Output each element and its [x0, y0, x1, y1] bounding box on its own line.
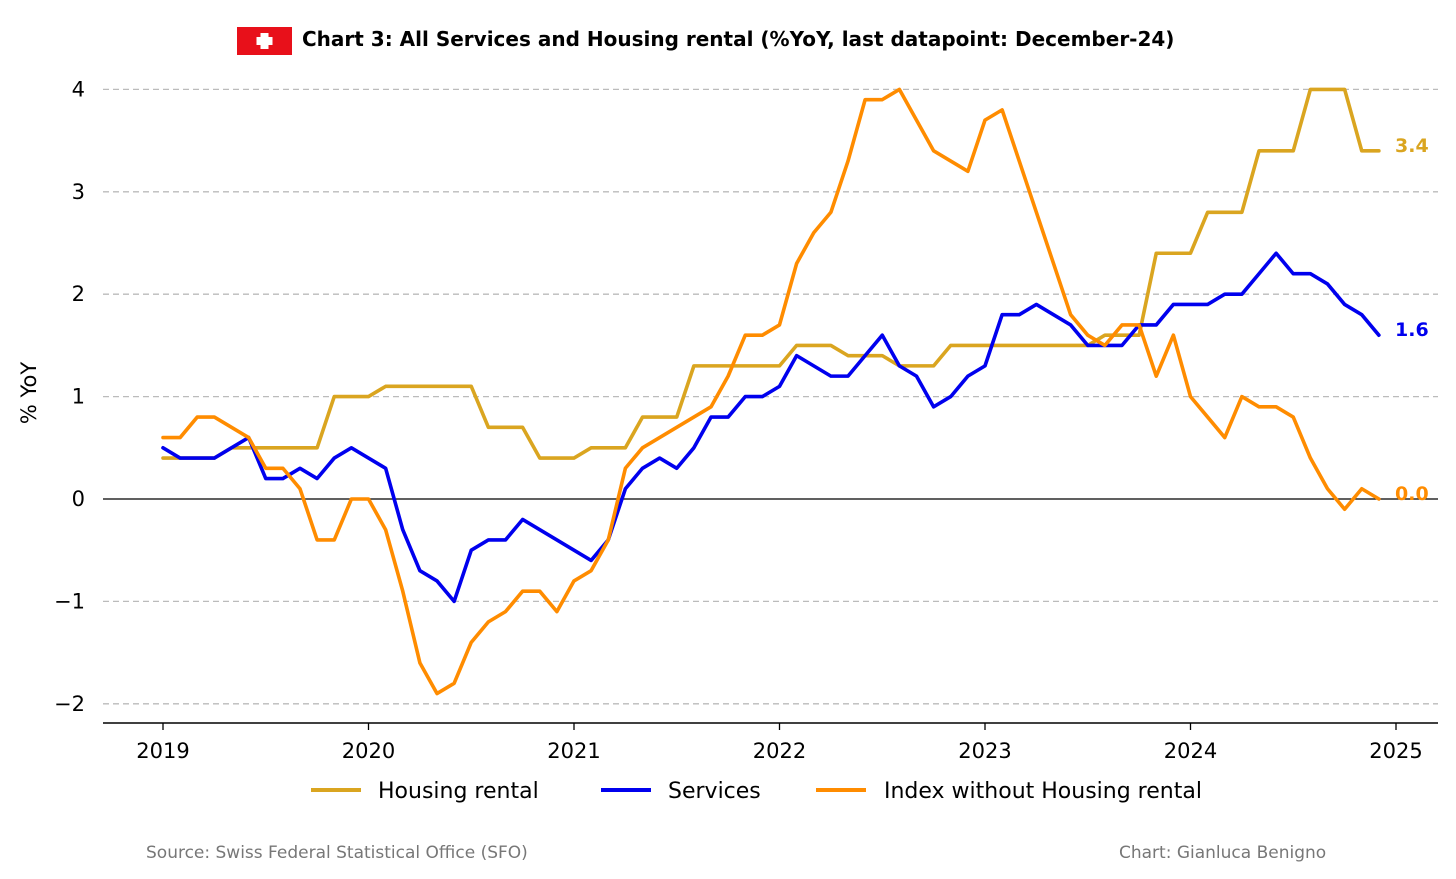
- y-tick-label: 1: [72, 385, 85, 409]
- y-tick-label: −2: [54, 692, 85, 716]
- x-axis: 2019 2020 2021 2022 2023 2024 2025: [103, 722, 1438, 763]
- x-tick-label: 2022: [753, 739, 806, 763]
- y-tick-label: 3: [72, 180, 85, 204]
- end-label-services: 1.6: [1395, 319, 1429, 341]
- series-lines: [161, 87, 1381, 696]
- y-tick-label: 0: [72, 487, 85, 511]
- footer-credit: Chart: Gianluca Benigno: [1119, 843, 1326, 863]
- y-axis: 4 3 2 1 0 −1 −2: [54, 77, 85, 715]
- y-tick-label: 2: [72, 282, 85, 306]
- legend-label-services: Services: [668, 779, 761, 804]
- y-axis-label: % YoY: [17, 362, 41, 425]
- swiss-flag-icon: [237, 27, 292, 55]
- chart-title-group: Chart 3: All Services and Housing rental…: [237, 27, 1174, 55]
- x-tick-label: 2020: [342, 739, 395, 763]
- x-tick-label: 2023: [958, 739, 1011, 763]
- x-tick-label: 2024: [1164, 739, 1217, 763]
- x-tick-label: 2019: [136, 739, 189, 763]
- end-labels: 3.4 1.6 0.0: [1395, 135, 1429, 505]
- gridlines: [103, 88, 1438, 705]
- series-line-services: [161, 251, 1381, 604]
- end-label-housing-rental: 3.4: [1395, 135, 1429, 157]
- legend: Housing rental Services Index without Ho…: [311, 779, 1202, 804]
- y-tick-label: 4: [72, 77, 85, 101]
- footer-source: Source: Swiss Federal Statistical Office…: [146, 843, 528, 863]
- series-line-index-without-housing-rental: [161, 87, 1381, 696]
- x-tick-label: 2025: [1369, 739, 1422, 763]
- legend-label-index-without-housing: Index without Housing rental: [884, 779, 1202, 804]
- end-label-index-without-housing-rental: 0.0: [1395, 483, 1429, 505]
- series-line-housing-rental: [161, 87, 1381, 460]
- legend-label-housing-rental: Housing rental: [378, 779, 539, 804]
- y-tick-label: −1: [54, 589, 85, 613]
- chart-title: Chart 3: All Services and Housing rental…: [302, 27, 1174, 51]
- x-tick-label: 2021: [547, 739, 600, 763]
